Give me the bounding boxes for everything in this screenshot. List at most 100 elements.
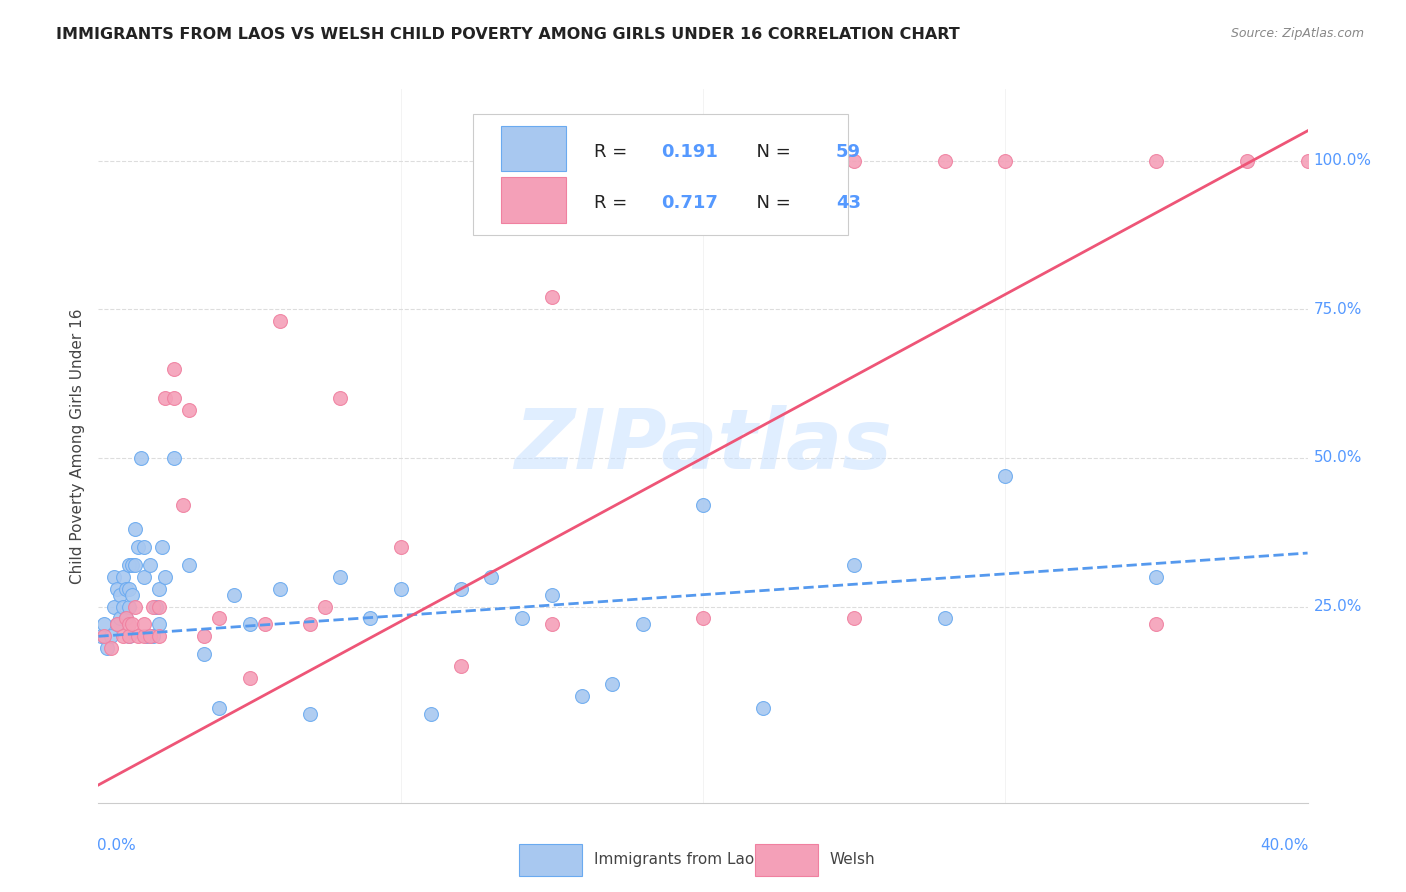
Point: [239, 617, 262, 632]
Y-axis label: Child Poverty Among Girls Under 16: Child Poverty Among Girls Under 16: [69, 309, 84, 583]
Point: [114, 611, 136, 625]
Point: [450, 659, 472, 673]
Point: [540, 588, 562, 602]
Point: [127, 629, 149, 643]
Point: [118, 599, 141, 614]
Point: [179, 403, 201, 417]
FancyBboxPatch shape: [755, 844, 818, 876]
Point: [299, 617, 322, 632]
Point: [111, 570, 134, 584]
Text: 50.0%: 50.0%: [1313, 450, 1362, 466]
Text: Immigrants from Laos: Immigrants from Laos: [595, 853, 762, 867]
Point: [692, 499, 714, 513]
Point: [148, 599, 170, 614]
Point: [1144, 570, 1167, 584]
Point: [139, 558, 162, 572]
Point: [193, 629, 215, 643]
Point: [108, 588, 131, 602]
Text: 0.191: 0.191: [661, 143, 717, 161]
Point: [299, 706, 322, 721]
Text: Source: ZipAtlas.com: Source: ZipAtlas.com: [1230, 27, 1364, 40]
Point: [253, 617, 276, 632]
Point: [752, 700, 775, 714]
Point: [100, 629, 122, 643]
Text: R =: R =: [595, 143, 633, 161]
Text: N =: N =: [745, 143, 797, 161]
Point: [329, 392, 352, 406]
Point: [135, 629, 157, 643]
Point: [844, 611, 866, 625]
Point: [129, 450, 152, 465]
Text: 43: 43: [837, 194, 860, 212]
Point: [450, 582, 472, 596]
Point: [105, 582, 128, 596]
Point: [124, 599, 146, 614]
Point: [163, 392, 186, 406]
Point: [269, 582, 291, 596]
Point: [420, 706, 443, 721]
Point: [118, 558, 141, 572]
Point: [105, 617, 128, 632]
Point: [389, 582, 412, 596]
Point: [124, 522, 146, 536]
Point: [121, 558, 143, 572]
Point: [148, 629, 170, 643]
Text: N =: N =: [745, 194, 797, 212]
Point: [132, 629, 155, 643]
Point: [844, 153, 866, 168]
Point: [208, 700, 231, 714]
Point: [93, 617, 115, 632]
Point: [139, 629, 162, 643]
FancyBboxPatch shape: [519, 844, 582, 876]
Point: [145, 599, 167, 614]
Point: [631, 617, 654, 632]
Point: [692, 611, 714, 625]
Point: [269, 314, 291, 328]
Point: [481, 570, 503, 584]
FancyBboxPatch shape: [474, 114, 848, 235]
Point: [150, 540, 173, 554]
Point: [118, 617, 141, 632]
Point: [510, 611, 533, 625]
Point: [153, 570, 176, 584]
Point: [114, 611, 136, 625]
Point: [540, 617, 562, 632]
FancyBboxPatch shape: [501, 126, 567, 171]
FancyBboxPatch shape: [501, 177, 567, 223]
Point: [111, 599, 134, 614]
Point: [111, 629, 134, 643]
Point: [163, 450, 186, 465]
Text: 25.0%: 25.0%: [1313, 599, 1362, 614]
Point: [1296, 153, 1319, 168]
Point: [108, 611, 131, 625]
Point: [994, 468, 1017, 483]
Text: 59: 59: [837, 143, 860, 161]
Point: [1236, 153, 1258, 168]
Point: [148, 582, 170, 596]
Point: [752, 153, 775, 168]
Point: [179, 558, 201, 572]
Point: [1144, 153, 1167, 168]
Point: [103, 599, 125, 614]
Point: [105, 617, 128, 632]
Text: ZIPatlas: ZIPatlas: [515, 406, 891, 486]
Point: [314, 599, 336, 614]
Text: 0.0%: 0.0%: [97, 838, 136, 854]
Point: [172, 499, 194, 513]
Point: [844, 558, 866, 572]
Point: [329, 570, 352, 584]
Point: [571, 689, 593, 703]
Point: [224, 588, 246, 602]
Text: IMMIGRANTS FROM LAOS VS WELSH CHILD POVERTY AMONG GIRLS UNDER 16 CORRELATION CHA: IMMIGRANTS FROM LAOS VS WELSH CHILD POVE…: [56, 27, 960, 42]
Text: 0.717: 0.717: [661, 194, 717, 212]
Point: [994, 153, 1017, 168]
Point: [93, 629, 115, 643]
Point: [114, 582, 136, 596]
Point: [934, 611, 956, 625]
Point: [389, 540, 412, 554]
Point: [121, 588, 143, 602]
Point: [193, 647, 215, 661]
Point: [132, 617, 155, 632]
Text: R =: R =: [595, 194, 633, 212]
Point: [163, 361, 186, 376]
